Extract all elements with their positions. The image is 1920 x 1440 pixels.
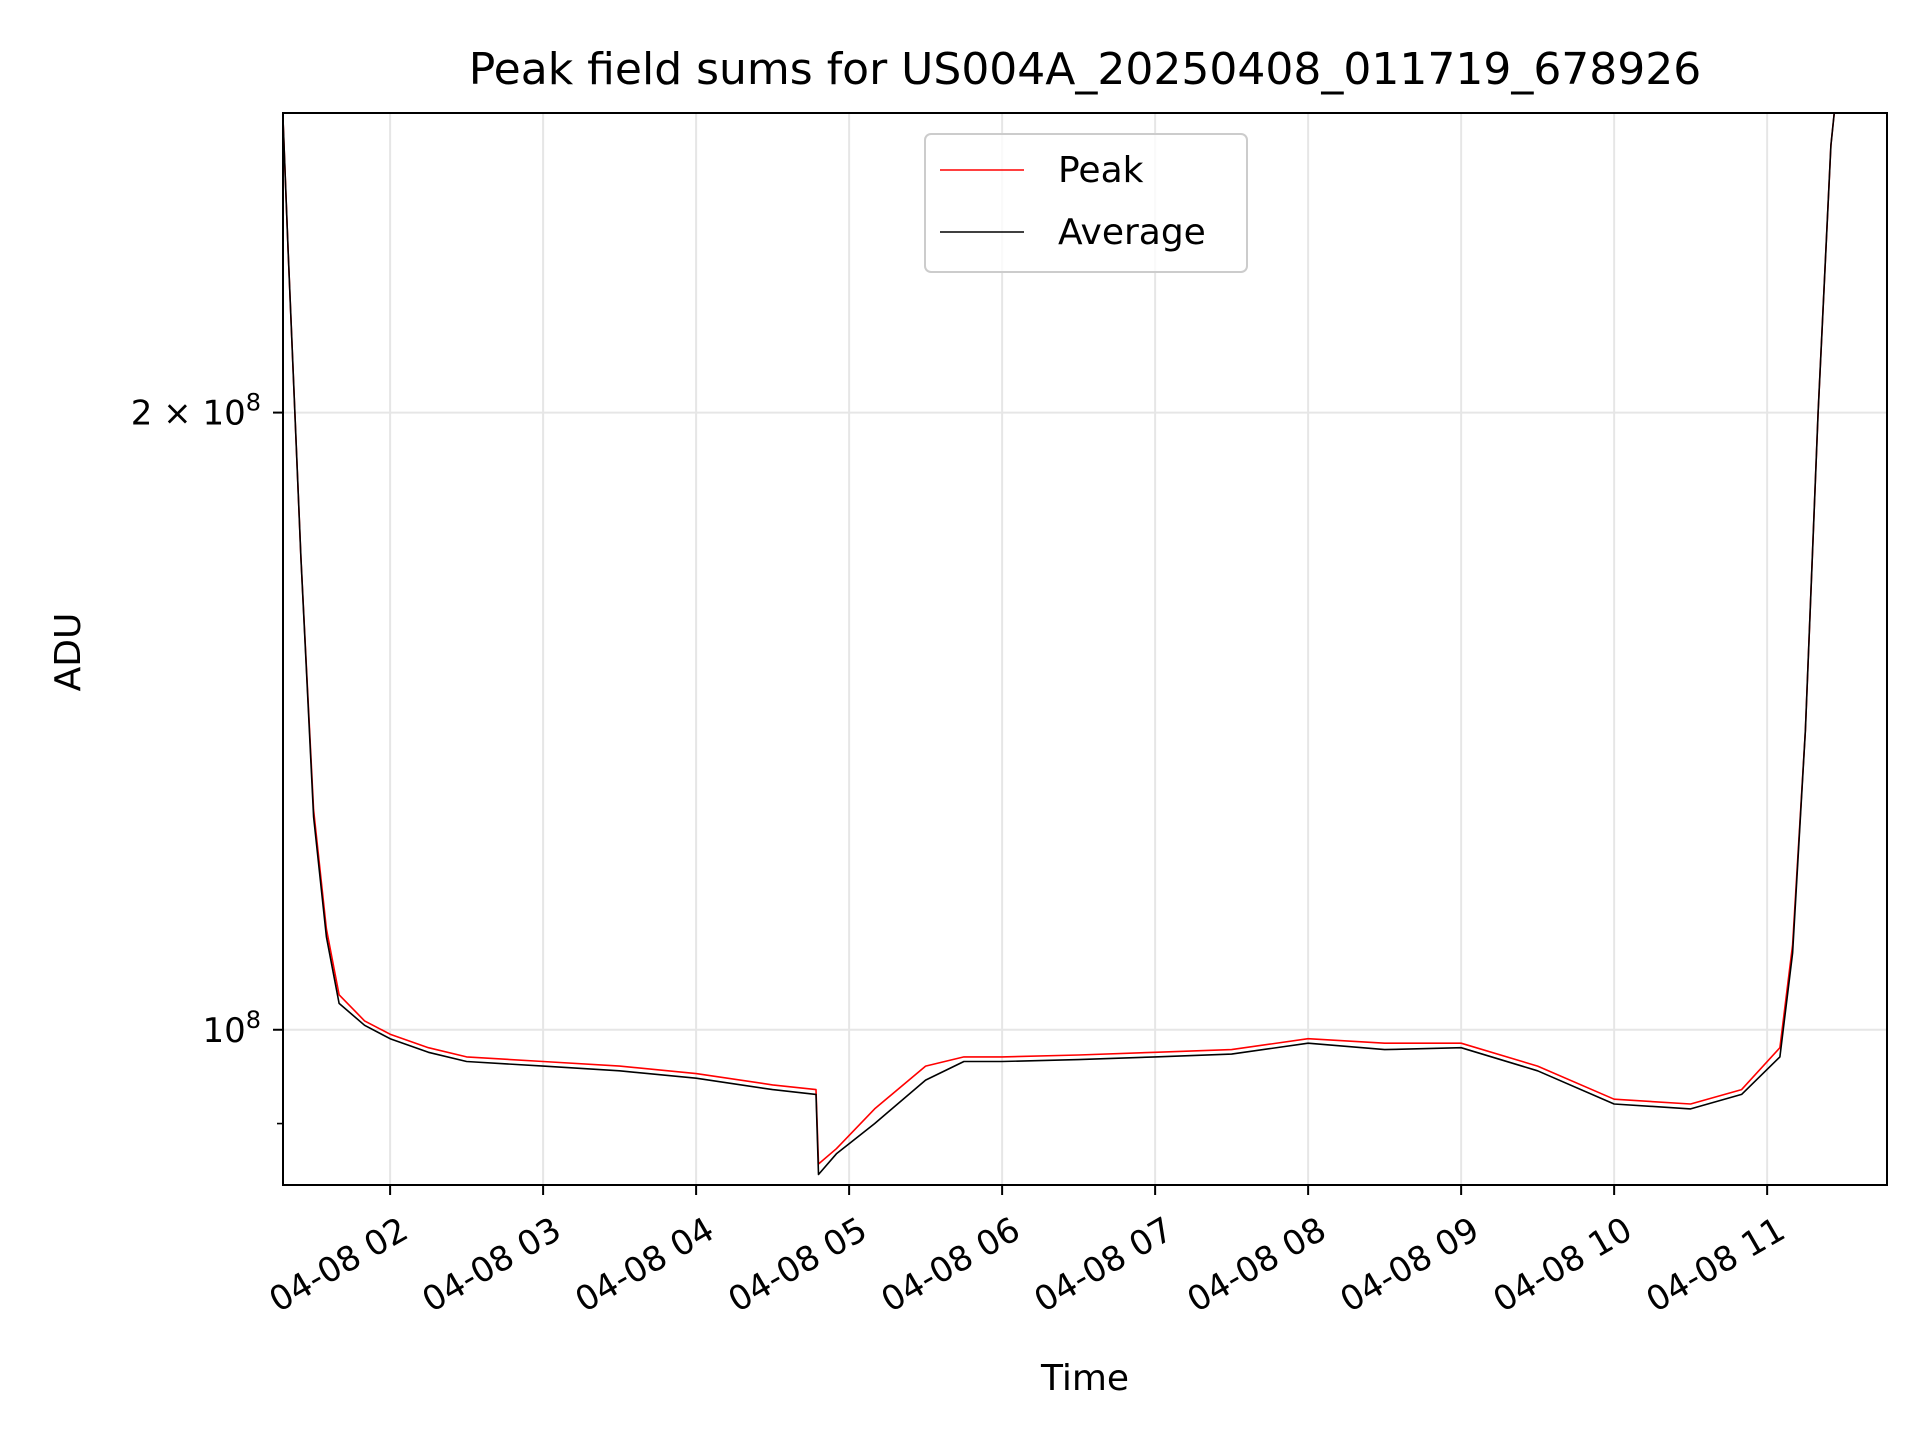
legend-box bbox=[924, 133, 1248, 273]
plot-frame bbox=[282, 112, 1888, 1186]
series-line-average bbox=[283, 113, 1836, 1176]
chart-title: Peak field sums for US004A_20250408_0117… bbox=[469, 44, 1702, 95]
legend-label-peak: Peak bbox=[1058, 150, 1144, 191]
y-axis-label: ADU bbox=[48, 613, 89, 692]
series-line-peak bbox=[283, 113, 1836, 1165]
grid bbox=[283, 113, 1887, 1185]
legend: Peak Average bbox=[924, 133, 1248, 273]
y-tick-label-base: 10 bbox=[202, 1011, 245, 1051]
y-tick-label-base: 2 × 10 bbox=[131, 394, 246, 434]
series-layer bbox=[283, 113, 1836, 1176]
x-axis-label: Time bbox=[1040, 1358, 1129, 1399]
y-tick-label: 108 bbox=[202, 1006, 261, 1051]
y-tick-label-exponent: 8 bbox=[246, 389, 261, 417]
y-tick-label: 2 × 108 bbox=[131, 389, 261, 434]
legend-label-average: Average bbox=[1058, 212, 1206, 253]
y-tick-label-exponent: 8 bbox=[246, 1006, 261, 1034]
